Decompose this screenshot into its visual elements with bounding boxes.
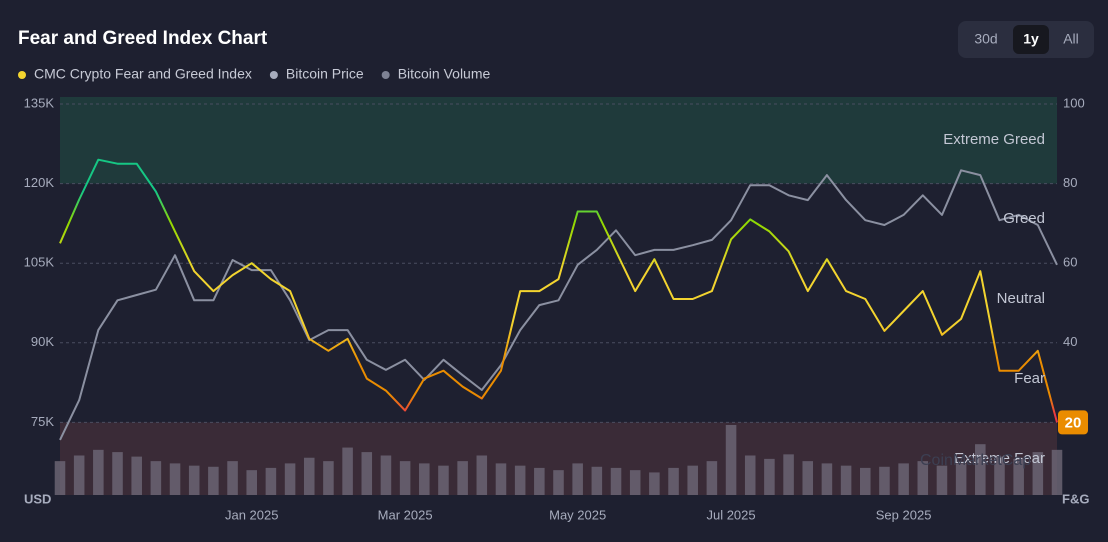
zone-label: Fear xyxy=(1014,370,1045,387)
volume-bar xyxy=(629,470,641,495)
volume-bar xyxy=(265,467,277,495)
volume-bar xyxy=(783,454,794,495)
volume-bar xyxy=(649,472,660,495)
y2-tick-label: 80 xyxy=(1063,175,1077,190)
volume-bar xyxy=(457,461,468,495)
y2-tick-label: 40 xyxy=(1063,334,1077,349)
volume-bar xyxy=(323,461,334,495)
zone-label: Neutral xyxy=(997,290,1045,307)
volume-bar xyxy=(725,425,737,495)
volume-bar xyxy=(419,463,430,495)
volume-bar xyxy=(514,465,526,495)
volume-bar xyxy=(955,463,967,495)
x-tick-label: Sep 2025 xyxy=(876,507,932,522)
y-axis-label: USD xyxy=(24,491,51,506)
volume-bar xyxy=(572,463,583,495)
volume-bar xyxy=(246,470,258,495)
volume-bar xyxy=(361,452,373,495)
volume-bar xyxy=(1013,458,1024,495)
volume-bar xyxy=(610,467,622,495)
volume-bar xyxy=(764,458,775,495)
volume-bar xyxy=(879,466,890,495)
y-tick-label: 90K xyxy=(31,334,54,349)
range-button[interactable]: 30d xyxy=(974,31,997,47)
zone-label: Greed xyxy=(1003,210,1045,227)
y-tick-label: 120K xyxy=(24,175,55,190)
volume-bar xyxy=(1032,452,1044,495)
volume-bar xyxy=(821,463,833,495)
volume-bar xyxy=(859,467,871,495)
y-tick-label: 75K xyxy=(31,414,54,429)
volume-bar xyxy=(342,447,353,495)
volume-bar xyxy=(188,465,200,495)
volume-bar xyxy=(284,463,296,495)
volume-bar xyxy=(591,466,603,495)
chart-title: Fear and Greed Index Chart xyxy=(18,28,268,49)
volume-bar xyxy=(744,455,756,495)
volume-bar xyxy=(898,463,909,495)
y2-tick-label: 60 xyxy=(1063,255,1077,270)
volume-bar xyxy=(112,452,123,495)
legend-label: Bitcoin Price xyxy=(286,66,364,82)
fear-greed-line xyxy=(59,158,1058,423)
zone-label: Extreme Fear xyxy=(954,450,1045,467)
volume-bar xyxy=(73,455,85,495)
volume-bar xyxy=(495,463,507,495)
volume-bar xyxy=(1051,449,1063,495)
volume-bar xyxy=(668,467,679,495)
watermark: CoinMarketCap xyxy=(920,452,1031,469)
range-button[interactable]: All xyxy=(1063,31,1079,47)
volume-bar xyxy=(534,467,545,495)
legend-dot xyxy=(18,71,26,79)
volume-bar xyxy=(994,456,1005,495)
volume-bar xyxy=(150,461,162,495)
volume-bar xyxy=(706,461,718,495)
legend-label: Bitcoin Volume xyxy=(398,66,491,82)
volume-bar xyxy=(93,449,104,495)
volume-bar xyxy=(54,461,66,495)
y-tick-label: 105K xyxy=(24,255,55,270)
y2-tick-label: 100 xyxy=(1063,95,1085,110)
volume-bar xyxy=(131,456,142,495)
volume-bar xyxy=(840,465,852,495)
volume-bar xyxy=(687,465,698,495)
volume-bar xyxy=(399,461,411,495)
legend-label: CMC Crypto Fear and Greed Index xyxy=(34,66,252,82)
volume-bar xyxy=(438,465,449,495)
x-tick-label: Jan 2025 xyxy=(225,507,279,522)
volume-bar xyxy=(936,465,948,495)
current-value-badge xyxy=(1058,410,1088,435)
volume-bar xyxy=(380,455,392,495)
legend-dot xyxy=(269,71,278,79)
y-tick-label: 135K xyxy=(24,95,55,110)
volume-bar xyxy=(917,461,929,495)
volume-bar xyxy=(553,470,564,495)
price-line xyxy=(59,169,1058,441)
volume-bar xyxy=(169,463,181,495)
range-button-active xyxy=(1013,25,1049,54)
range-button[interactable]: 1y xyxy=(1023,31,1039,47)
x-tick-label: Jul 2025 xyxy=(706,507,755,522)
volume-bar xyxy=(975,444,986,495)
zone-band xyxy=(60,97,1057,184)
volume-bar xyxy=(802,461,814,495)
y2-axis-label: F&G xyxy=(1062,491,1089,506)
x-tick-label: May 2025 xyxy=(549,507,606,522)
volume-bar xyxy=(208,466,219,495)
current-value-label: 20 xyxy=(1065,414,1082,431)
x-tick-label: Mar 2025 xyxy=(378,507,433,522)
volume-bar xyxy=(303,457,315,495)
volume-bar xyxy=(476,455,488,495)
volume-bar xyxy=(227,461,238,495)
zone-label: Extreme Greed xyxy=(943,131,1045,148)
legend-dot xyxy=(381,71,390,79)
